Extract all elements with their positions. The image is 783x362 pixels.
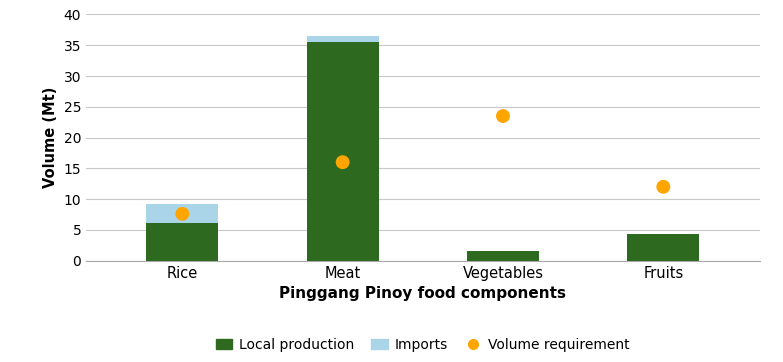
Legend: Local production, Imports, Volume requirement: Local production, Imports, Volume requir…	[210, 332, 636, 357]
Point	[657, 184, 669, 190]
Point	[496, 113, 509, 119]
Y-axis label: Volume (Mt): Volume (Mt)	[43, 87, 58, 188]
Bar	[146, 204, 218, 223]
Bar	[307, 42, 379, 261]
Bar	[467, 251, 539, 261]
X-axis label: Pinggang Pinoy food components: Pinggang Pinoy food components	[280, 286, 566, 301]
Bar	[627, 233, 699, 261]
Bar	[307, 36, 379, 42]
Point	[337, 159, 349, 165]
Bar	[146, 223, 218, 261]
Point	[176, 211, 189, 217]
